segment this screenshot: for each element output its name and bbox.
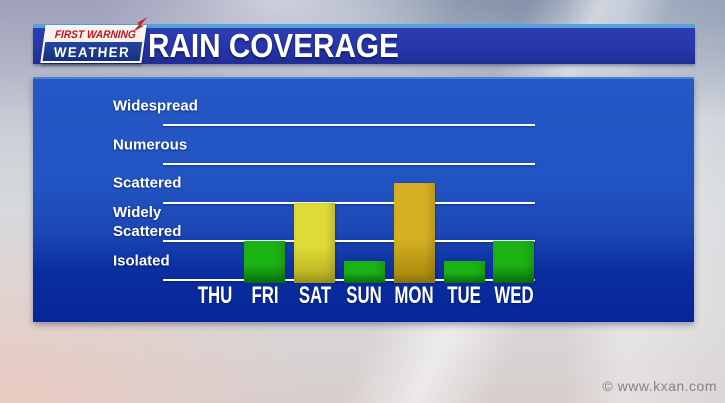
bar-wed <box>493 241 535 283</box>
gridline <box>163 201 535 204</box>
badge-line1: FIRST WARNING <box>53 28 136 41</box>
badge-bottom-row: WEATHER <box>42 42 143 61</box>
day-label-fri: FRI <box>251 282 279 309</box>
gridline <box>163 240 535 243</box>
axis-level-label: Isolated <box>113 252 170 270</box>
gridline <box>163 124 535 127</box>
bar-sun <box>343 260 385 283</box>
banner-top-stripe <box>33 24 695 28</box>
bar-tue <box>443 260 485 283</box>
badge-line2: WEATHER <box>53 43 132 60</box>
day-label-wed: WED <box>494 282 534 309</box>
day-label-sat: SAT <box>298 282 331 309</box>
axis-level-label: Scattered <box>113 174 182 192</box>
gridline <box>163 162 535 165</box>
page-title: RAIN COVERAGE <box>148 27 399 64</box>
first-warning-weather-badge: FIRST WARNING WEATHER <box>40 17 148 63</box>
axis-level-label: Widespread <box>113 97 198 115</box>
axis-level-label: Numerous <box>113 136 188 154</box>
bar-mon <box>393 183 435 283</box>
bar-sat <box>294 202 336 283</box>
chart-panel: Isolated Widely Scattered Scattered Numerou… <box>33 77 694 322</box>
badge-top-row: FIRST WARNING <box>45 27 145 42</box>
station-watermark: © www.kxan.com <box>602 378 717 394</box>
lightning-bolt-icon <box>132 17 148 32</box>
title-banner: FIRST WARNING WEATHER RAIN COVERAGE <box>33 17 695 64</box>
day-label-mon: MON <box>394 282 434 309</box>
axis-level-label: Widely Scattered <box>113 203 182 240</box>
bar-fri <box>244 241 286 283</box>
day-label-tue: TUE <box>447 282 481 309</box>
day-label-thu: THU <box>197 282 233 309</box>
day-label-sun: SUN <box>346 282 383 309</box>
